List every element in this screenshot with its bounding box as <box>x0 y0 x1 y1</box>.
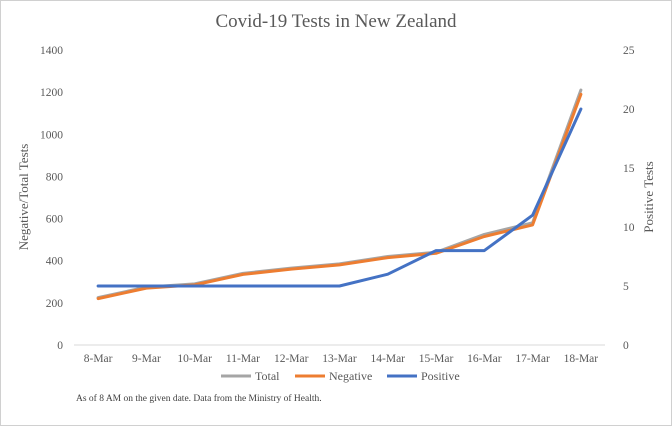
x-tick-label: 14-Mar <box>371 353 406 365</box>
legend-label-positive: Positive <box>421 369 460 383</box>
x-tick-label: 13-Mar <box>322 353 357 365</box>
x-axis-ticks: 8-Mar 9-Mar 10-Mar 11-Mar 12-Mar 13-Mar 14-Mar… <box>84 353 599 365</box>
legend-label-negative: Negative <box>329 369 372 383</box>
x-tick-label: 8-Mar <box>84 353 113 365</box>
y-axis-ticks: 0 200 400 600 800 1000 1200 1400 <box>40 45 63 352</box>
y-tick-label: 0 <box>57 340 63 352</box>
y-tick-label: 1200 <box>40 87 63 99</box>
x-tick-label: 10-Mar <box>177 353 212 365</box>
x-tick-label: 12-Mar <box>274 353 309 365</box>
x-tick-label: 18-Mar <box>564 353 599 365</box>
y-tick-label: 800 <box>46 171 64 183</box>
y2-tick-label: 20 <box>623 104 635 116</box>
y2-tick-label: 10 <box>623 222 635 234</box>
y2-axis-ticks: 0 5 10 15 20 25 <box>623 45 635 352</box>
x-tick-label: 16-Mar <box>467 353 502 365</box>
legend-label-total: Total <box>255 369 280 383</box>
chart-footnote: As of 8 AM on the given date. Data from … <box>76 393 322 404</box>
chart-title: Covid-19 Tests in New Zealand <box>215 11 457 32</box>
series-line-total <box>96 88 583 300</box>
y-tick-label: 200 <box>46 298 64 310</box>
x-tick-label: 17-Mar <box>515 353 550 365</box>
legend: Total Negative Positive <box>221 369 460 383</box>
x-tick-label: 15-Mar <box>419 353 454 365</box>
y2-axis-title: Positive Tests <box>641 161 656 232</box>
x-tick-label: 11-Mar <box>226 353 260 365</box>
y2-tick-label: 5 <box>623 281 629 293</box>
series-line-positive <box>96 107 583 288</box>
x-tick-label: 9-Mar <box>132 353 161 365</box>
y-tick-label: 600 <box>46 214 64 226</box>
y-tick-label: 400 <box>46 256 64 268</box>
series-line-negative <box>96 92 583 301</box>
series-lines <box>96 88 583 301</box>
y-axis-title: Negative/Total Tests <box>16 144 31 251</box>
y-tick-label: 1000 <box>40 129 63 141</box>
y2-tick-label: 15 <box>623 163 635 175</box>
y-tick-label: 1400 <box>40 45 63 57</box>
y2-tick-label: 0 <box>623 340 629 352</box>
y2-tick-label: 25 <box>623 45 635 57</box>
